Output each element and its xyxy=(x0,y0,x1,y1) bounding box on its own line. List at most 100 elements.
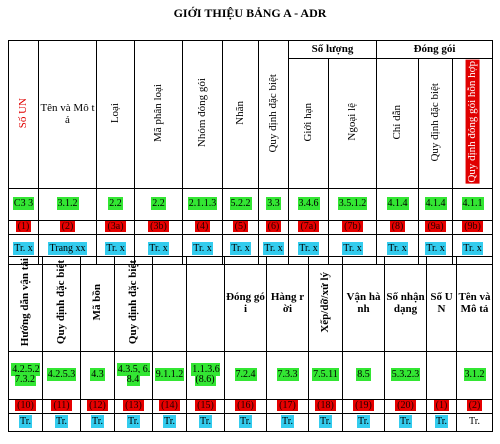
header-text: Vận hành xyxy=(346,291,381,315)
cell-text: Tr. xyxy=(468,415,481,427)
header-text: Chỉ dẫn xyxy=(390,104,403,140)
cell-text: (14) xyxy=(159,399,180,411)
header-cell: Quy định đặc biệt xyxy=(114,256,153,352)
cell-text: (6) xyxy=(265,221,282,233)
cell-text: (9a) xyxy=(425,221,446,233)
table-cell: 5.2.2 xyxy=(222,188,259,222)
table-cell: 4.2.5.3 xyxy=(42,350,81,400)
table-cell: (9b) xyxy=(452,220,494,236)
table-cell: (14) xyxy=(152,398,187,414)
cell-text: (5) xyxy=(232,221,249,233)
cell-text: Tr. x xyxy=(105,242,126,256)
cell-text: Tr. x xyxy=(263,242,284,256)
table-cell: Tr. xyxy=(8,412,43,432)
cell-text: Tr. xyxy=(90,414,105,428)
cell-text: Tr. xyxy=(54,414,69,428)
table-cell: (7a) xyxy=(288,220,329,236)
table-cell: (8) xyxy=(376,220,420,236)
table-cell: 4.1.4 xyxy=(418,188,454,222)
table-cell: (11) xyxy=(42,398,81,414)
table-row: (10) (11) (12) (13) (14) (15) (16) (17) (18) (19)… xyxy=(8,398,493,414)
table-cell: 4.1.4 xyxy=(376,188,420,222)
table-cell: (17) xyxy=(266,398,309,414)
header-row: Số UN Tên và Mô tả Loại Mã phân loại Nhóm đó… xyxy=(8,39,494,190)
cell-text: 2.1.1.3 xyxy=(187,197,218,211)
table-cell: (1) xyxy=(8,220,39,236)
group-header-cell: Số lượng xyxy=(287,40,378,59)
table-cell: (3b) xyxy=(134,220,183,236)
cell-text: (11) xyxy=(51,399,72,411)
header-cell: Số UN xyxy=(8,39,39,190)
cell-text: 7.2.4 xyxy=(234,367,257,381)
table-cell: (7b) xyxy=(327,220,378,236)
table-cell: Tr. xyxy=(42,412,81,432)
cell-text: (8) xyxy=(389,221,406,233)
table-cell: Tr. xyxy=(384,412,427,432)
header-cell: Nhãn xyxy=(222,39,259,190)
cell-text: Tr. xyxy=(238,414,253,428)
header-text: Nhãn xyxy=(233,100,246,125)
header-text: Tên và Mô tả xyxy=(458,291,491,315)
cell-text: Tr. x xyxy=(425,242,446,256)
header-cell: Hàng rời xyxy=(266,256,309,352)
cell-text: 2.2 xyxy=(108,197,123,211)
table-cell: 4.3 xyxy=(80,350,115,400)
cell-text: 4.3.5, 6.8.4 xyxy=(116,362,151,387)
cell-text: 3.3 xyxy=(266,197,281,211)
group-header-cell: Đóng gói xyxy=(376,40,494,59)
cell-text: Tr. x xyxy=(230,242,251,256)
table-cell: (4) xyxy=(182,220,223,236)
cell-text: Tr. x xyxy=(192,242,213,256)
header-text: Số UN xyxy=(430,291,453,315)
header-text: Số nhận dạng xyxy=(386,291,425,315)
table-cell: (10) xyxy=(8,398,43,414)
table-cell: 3.5.1.2 xyxy=(327,188,378,222)
header-text: Số UN xyxy=(16,97,29,128)
table-cell: 2.2 xyxy=(134,188,183,222)
table-cell: 4.1.1 xyxy=(452,188,494,222)
header-text: Hàng rời xyxy=(270,291,305,315)
table-cell: Tr. xyxy=(266,412,309,432)
cell-text: 3.4.6 xyxy=(297,197,320,211)
cell-text: 3.1.2 xyxy=(56,197,79,211)
cell-text: Trang xx xyxy=(48,242,87,256)
table-cell: (18) xyxy=(308,398,343,414)
cell-text: (13) xyxy=(123,399,144,411)
table-cell: 4.2.5.2 7.3.2 xyxy=(8,350,43,400)
header-cell: Số UN xyxy=(426,256,457,352)
table-cell: 3.3 xyxy=(258,188,289,222)
cell-text: 7.5.11 xyxy=(312,367,339,381)
table-cell: 2.1.1.3 xyxy=(182,188,223,222)
cell-text: C3 3 xyxy=(12,197,35,211)
header-text: Xếp/dỡ/xử lý xyxy=(318,271,331,333)
table-cell: (6) xyxy=(258,220,289,236)
cell-text: Tr. xyxy=(434,414,449,428)
cell-text: 2.2 xyxy=(151,197,166,211)
header-cell: Quy định đặc biệt xyxy=(258,39,289,190)
cell-text: Tr. xyxy=(318,414,333,428)
cell-text: Tr. xyxy=(356,414,371,428)
header-cell: Hướng dẫn vận tải xyxy=(8,256,43,352)
header-cell: Chỉ dẫn xyxy=(376,57,420,190)
cell-text: (7b) xyxy=(342,221,363,233)
table-cell: 7.3.3 xyxy=(266,350,309,400)
table-cell: Tr. xyxy=(456,412,493,432)
table-cell: (19) xyxy=(342,398,385,414)
header-text: Quy định đóng gói hỗn hợp xyxy=(465,60,480,184)
cell-text: (1) xyxy=(15,221,32,233)
header-text: Loại xyxy=(108,102,121,123)
header-text: Mã bồn xyxy=(90,283,103,321)
table-cell: Tr. xyxy=(186,412,225,432)
cell-text: Tr. xyxy=(18,414,33,428)
cell-text: 7.3.3 xyxy=(276,367,299,381)
cell-text: 4.1.1 xyxy=(461,197,484,211)
header-row: Giới hạn Ngoại lệ Chỉ dẫn Quy định đặc biệt… xyxy=(9,57,494,190)
header-cell: Tên và Mô tả xyxy=(456,256,493,352)
table-cell: 8.5 xyxy=(342,350,385,400)
cell-text: (2) xyxy=(466,399,483,411)
header-text: Nhóm đóng gói xyxy=(195,78,208,148)
header-text: Tên và Mô tả xyxy=(40,102,95,126)
table-cell: 4.3.5, 6.8.4 xyxy=(114,350,153,400)
table-row: Tr. Tr. Tr. Tr. Tr. Tr. Tr. Tr. Tr. Tr. Tr. Tr. Tr. xyxy=(8,412,493,432)
